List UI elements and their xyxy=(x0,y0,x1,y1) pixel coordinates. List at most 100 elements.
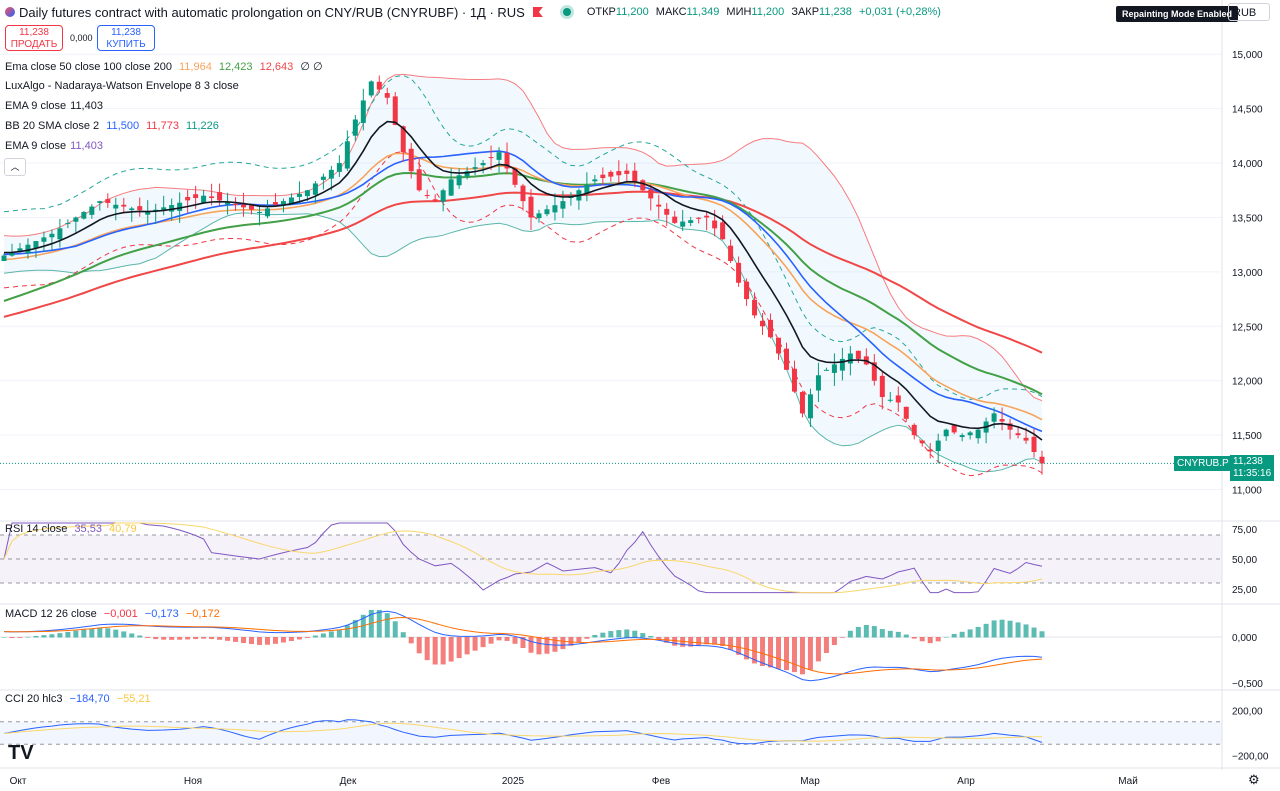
macd-histogram-bar xyxy=(520,637,526,648)
candle-body xyxy=(512,168,518,185)
macd-histogram-bar xyxy=(344,625,350,638)
macd-histogram-bar xyxy=(488,637,494,644)
macd-histogram-bar xyxy=(25,636,31,638)
macd-histogram-bar xyxy=(328,631,334,638)
candle-body xyxy=(9,251,15,256)
macd-histogram-bar xyxy=(951,633,957,638)
macd-histogram-bar xyxy=(424,637,430,661)
candle-body xyxy=(145,212,151,215)
macd-histogram-bar xyxy=(975,626,981,638)
candle-body xyxy=(193,194,199,199)
macd-histogram-bar xyxy=(9,637,15,639)
collapse-legend-button[interactable]: ︿ xyxy=(4,158,26,176)
candle-body xyxy=(776,337,782,354)
macd-histogram-bar xyxy=(1031,627,1037,638)
candle-body xyxy=(528,196,534,218)
macd-histogram-bar xyxy=(464,637,470,655)
candle-body xyxy=(552,205,558,213)
macd-histogram-bar xyxy=(752,637,758,664)
macd-histogram-bar xyxy=(512,637,518,644)
cci-tick-label: 200,00 xyxy=(1232,707,1263,718)
bollinger-upper xyxy=(3,73,1043,402)
bollinger-lower xyxy=(3,212,1043,473)
candle-body xyxy=(288,197,294,205)
candle-body xyxy=(169,205,175,212)
legend-nadaraya-watson[interactable]: LuxAlgo - Nadaraya-Watson Envelope 8 3 c… xyxy=(5,80,239,92)
candle-body xyxy=(264,208,270,217)
macd-histogram-bar xyxy=(807,637,813,670)
macd-histogram-bar xyxy=(336,629,342,638)
macd-histogram-bar xyxy=(400,632,406,638)
macd-histogram-bar xyxy=(472,637,478,651)
candle-body xyxy=(935,440,941,451)
candle-body xyxy=(624,170,630,174)
macd-histogram-bar xyxy=(193,637,199,640)
macd-histogram-bar xyxy=(831,637,837,646)
candle-body xyxy=(49,233,55,238)
candle-body xyxy=(392,96,398,125)
gear-icon[interactable]: ⚙ xyxy=(1248,772,1260,787)
candle-body xyxy=(201,195,207,203)
macd-histogram-bar xyxy=(201,637,207,639)
macd-histogram-bar xyxy=(169,637,175,640)
legend-macd[interactable]: MACD 12 26 close −0,001 −0,173 −0,172 xyxy=(5,608,220,620)
macd-histogram-bar xyxy=(704,637,710,645)
price-tag-timer: 11:35:16 xyxy=(1233,468,1272,479)
bollinger-fill xyxy=(4,74,1042,472)
candle-body xyxy=(344,141,350,169)
candle-body xyxy=(25,244,31,254)
currency-button[interactable]: RUB xyxy=(1228,3,1270,21)
bollinger-basis xyxy=(3,150,1043,433)
candle-body xyxy=(608,171,614,177)
flag-icon[interactable] xyxy=(532,7,543,17)
macd-histogram-bar xyxy=(233,637,239,642)
candle-body xyxy=(879,375,885,398)
legend-ema-multi[interactable]: Ema close 50 close 100 close 200 11,964 … xyxy=(5,61,323,73)
candle-body xyxy=(927,449,933,452)
macd-histogram-bar xyxy=(249,637,255,645)
x-tick-label: Фев xyxy=(652,776,670,787)
macd-histogram-bar xyxy=(312,635,318,638)
macd-histogram-bar xyxy=(919,637,925,642)
candle-body xyxy=(871,362,877,381)
candle-body xyxy=(1,255,7,261)
candle-body xyxy=(105,199,111,203)
symbol-title[interactable]: Daily futures contract with automatic pr… xyxy=(19,4,525,20)
macd-histogram-bar xyxy=(448,637,454,662)
candle-body xyxy=(488,157,494,159)
macd-histogram-bar xyxy=(943,636,949,638)
y-tick-label: 15,000 xyxy=(1232,50,1263,61)
macd-histogram-bar xyxy=(544,637,550,654)
macd-histogram-bar xyxy=(863,624,869,638)
macd-histogram-bar xyxy=(552,637,558,652)
macd-histogram-bar xyxy=(783,637,789,671)
macd-histogram-bar xyxy=(672,637,678,646)
legend-ema9-b[interactable]: EMA 9 close 11,403 xyxy=(5,140,103,152)
macd-histogram-bar xyxy=(185,637,191,640)
legend-cci[interactable]: CCI 20 hlc3 −184,70 −55,21 xyxy=(5,693,151,705)
macd-histogram-bar xyxy=(568,637,574,646)
legend-rsi[interactable]: RSI 14 close 35,53 40,79 xyxy=(5,523,137,535)
candle-body xyxy=(951,425,957,433)
legend-bollinger[interactable]: BB 20 SMA close 2 11,500 11,773 11,226 xyxy=(5,120,219,132)
candle-body xyxy=(831,364,837,373)
candle-body xyxy=(161,207,167,210)
candle-body xyxy=(368,81,374,96)
candle-body xyxy=(41,237,47,242)
candle-body xyxy=(919,440,925,444)
candle-body xyxy=(728,245,734,261)
buy-button[interactable]: 11,238 КУПИТЬ xyxy=(97,25,155,51)
candle-body xyxy=(991,413,997,422)
macd-histogram-bar xyxy=(847,630,853,638)
macd-histogram-bar xyxy=(217,637,223,640)
sell-button[interactable]: 11,238 ПРОДАТЬ xyxy=(5,25,63,51)
candle-body xyxy=(408,148,414,172)
legend-ema9-a[interactable]: EMA 9 close 11,403 xyxy=(5,100,103,112)
macd-histogram-bar xyxy=(760,637,766,666)
macd-histogram-bar xyxy=(696,637,702,646)
candle-body xyxy=(807,394,813,419)
y-tick-label: 12,000 xyxy=(1232,377,1263,388)
tradingview-logo[interactable]: TV xyxy=(8,742,34,764)
candle-body xyxy=(592,179,598,182)
